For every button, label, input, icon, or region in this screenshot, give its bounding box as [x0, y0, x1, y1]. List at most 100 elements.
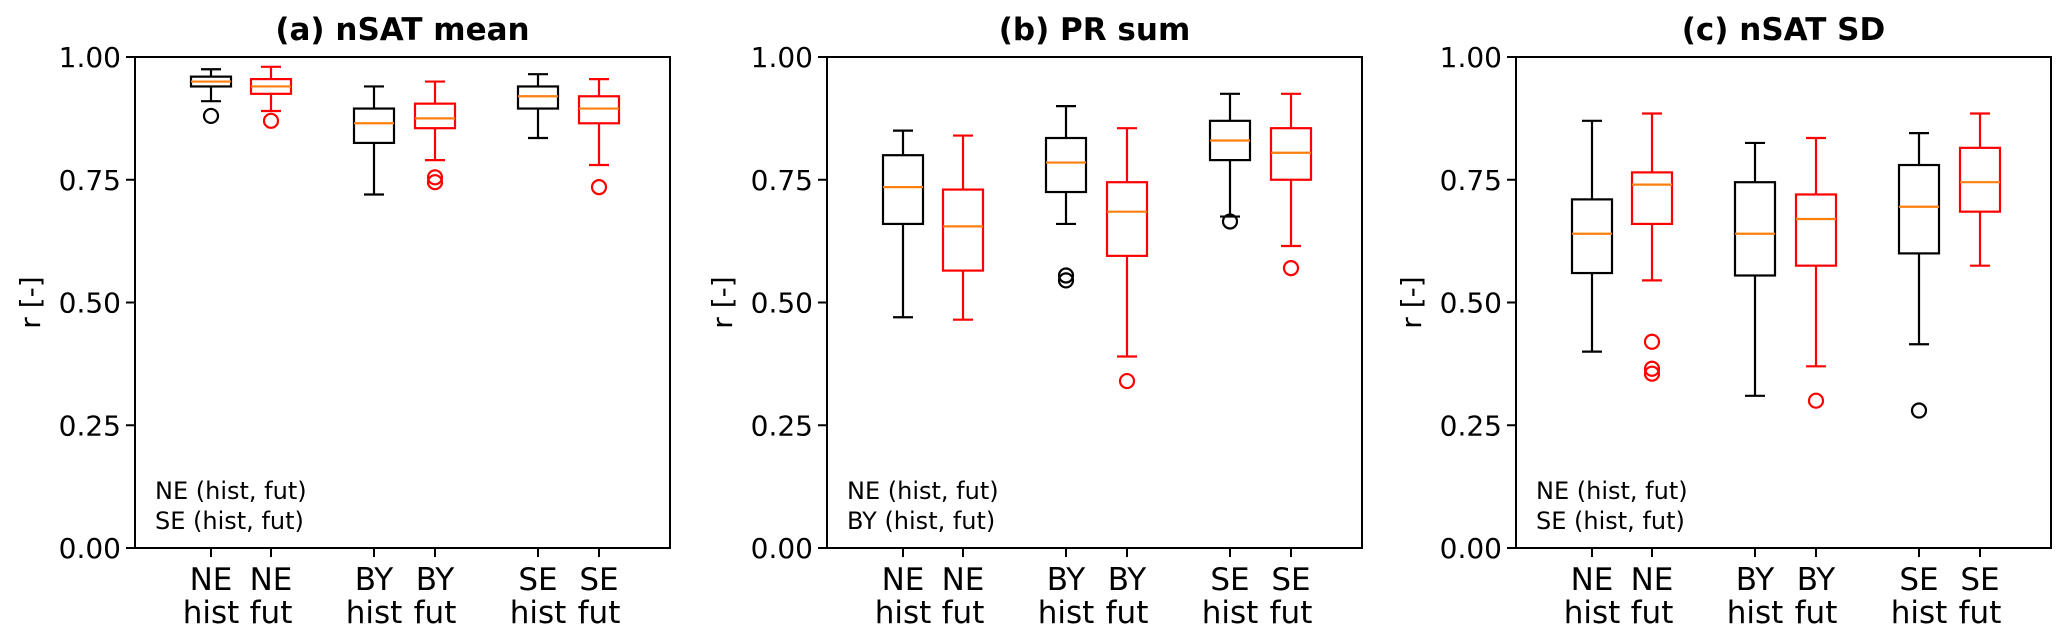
outlier-point [1057, 272, 1075, 289]
x-tick-label-period: hist [1564, 595, 1621, 631]
y-tick-label: 0.50 [751, 287, 813, 320]
iqr-box [1958, 146, 2002, 213]
box-ne-hist [881, 129, 925, 319]
iqr-box [1044, 136, 1088, 194]
box-se-fut [577, 77, 621, 196]
box-by-fut [1794, 136, 1838, 409]
box-se-hist [516, 73, 560, 140]
y-tick-label: 1.00 [59, 41, 121, 74]
box-se-hist [1208, 92, 1252, 230]
y-tick-label: 0.75 [59, 164, 121, 197]
x-tick-label-region: NE [1631, 562, 1674, 598]
iqr-box [1630, 171, 1674, 226]
box-by-hist [1733, 141, 1777, 397]
x-tick-label-period: fut [1959, 595, 2002, 631]
iqr-box [1794, 193, 1838, 267]
iqr-box [516, 85, 560, 110]
box-se-fut [1269, 92, 1313, 277]
x-tick-label-region: SE [579, 562, 618, 598]
x-tick-label-period: fut [1270, 595, 1313, 631]
outlier-point [1807, 392, 1825, 409]
box-ne-fut [1630, 112, 1674, 382]
x-tick-label-period: fut [1631, 595, 1674, 631]
outlier-point [1118, 372, 1136, 390]
outlier-point [202, 107, 220, 125]
box-se-hist [1897, 132, 1941, 419]
y-tick-label: 0.50 [1440, 287, 1502, 320]
annotation-line: NE (hist, fut) [1536, 477, 1688, 505]
box-ne-hist [1570, 119, 1614, 353]
iqr-box [1733, 181, 1777, 277]
x-tick-label-region: NE [942, 562, 985, 598]
y-tick-label: 1.00 [1440, 41, 1502, 74]
iqr-box [577, 95, 621, 125]
iqr-box [1105, 181, 1149, 257]
x-tick-label-period: hist [183, 595, 240, 631]
x-tick-label-region: NE [882, 562, 925, 598]
outlier-point [1643, 360, 1661, 377]
x-tick-label-region: SE [1210, 562, 1249, 598]
x-tick-label-region: BY [416, 562, 455, 598]
outlier-point [1643, 365, 1661, 382]
box-ne-hist [189, 68, 233, 125]
x-tick-label-period: hist [1202, 595, 1259, 631]
annotation-line: SE (hist, fut) [155, 507, 304, 535]
y-tick-label: 0.00 [1440, 532, 1502, 565]
x-tick-label-period: hist [1038, 595, 1095, 631]
x-tick-label-period: fut [942, 595, 985, 631]
x-tick-label-region: BY [1736, 562, 1775, 598]
box-by-hist [1044, 104, 1088, 289]
outlier-point [1282, 260, 1300, 277]
outlier-point [590, 179, 608, 196]
x-tick-label-period: hist [875, 595, 932, 631]
annotation-line: NE (hist, fut) [155, 477, 307, 505]
x-tick-label-region: BY [1108, 562, 1147, 598]
annotation-line: NE (hist, fut) [847, 477, 999, 505]
panel-title: (a) nSAT mean [275, 12, 529, 48]
x-tick-label-region: BY [1047, 562, 1086, 598]
outlier-point [1910, 402, 1928, 419]
x-tick-label-region: NE [250, 562, 293, 598]
box-se-fut [1958, 112, 2002, 267]
box-ne-fut [941, 134, 985, 321]
box-by-fut [1105, 127, 1149, 390]
box-ne-fut [249, 65, 293, 129]
plot-frame [134, 56, 671, 549]
x-tick-label-region: NE [190, 562, 233, 598]
y-axis-label: r [-] [14, 276, 47, 328]
iqr-box [941, 188, 985, 272]
y-tick-label: 0.25 [59, 409, 121, 442]
iqr-box [413, 102, 457, 130]
x-tick-label-period: hist [510, 595, 567, 631]
outlier-point [426, 169, 444, 186]
y-axis-label: r [-] [1395, 276, 1428, 328]
iqr-box [881, 154, 925, 226]
annotation-line: BY (hist, fut) [847, 507, 995, 535]
x-tick-label-period: fut [250, 595, 293, 631]
outlier-point [1057, 267, 1075, 284]
outlier-point [1221, 213, 1239, 230]
plot-frame [1515, 56, 2052, 549]
x-tick-label-region: NE [1571, 562, 1614, 598]
y-axis-label: r [-] [706, 276, 739, 328]
annotation-line: SE (hist, fut) [1536, 507, 1685, 535]
x-tick-label-period: fut [414, 595, 457, 631]
box-by-fut [413, 80, 457, 191]
panel-3: (c) nSAT SDr [-]0.000.250.500.751.00NEhi… [1395, 12, 2052, 631]
x-tick-label-period: hist [1727, 595, 1784, 631]
x-tick-label-region: SE [1960, 562, 1999, 598]
x-tick-label-region: SE [1271, 562, 1310, 598]
y-tick-label: 0.25 [751, 409, 813, 442]
x-tick-label-region: SE [518, 562, 557, 598]
outlier-point [262, 112, 280, 129]
plot-frame [826, 56, 1363, 549]
x-tick-label-period: hist [1891, 595, 1948, 631]
y-tick-label: 0.75 [751, 164, 813, 197]
x-tick-label-region: BY [1797, 562, 1836, 598]
outlier-point [1643, 333, 1661, 350]
y-tick-label: 0.50 [59, 287, 121, 320]
x-tick-label-period: fut [1795, 595, 1838, 631]
outlier-point [426, 174, 444, 191]
x-tick-label-period: hist [346, 595, 403, 631]
